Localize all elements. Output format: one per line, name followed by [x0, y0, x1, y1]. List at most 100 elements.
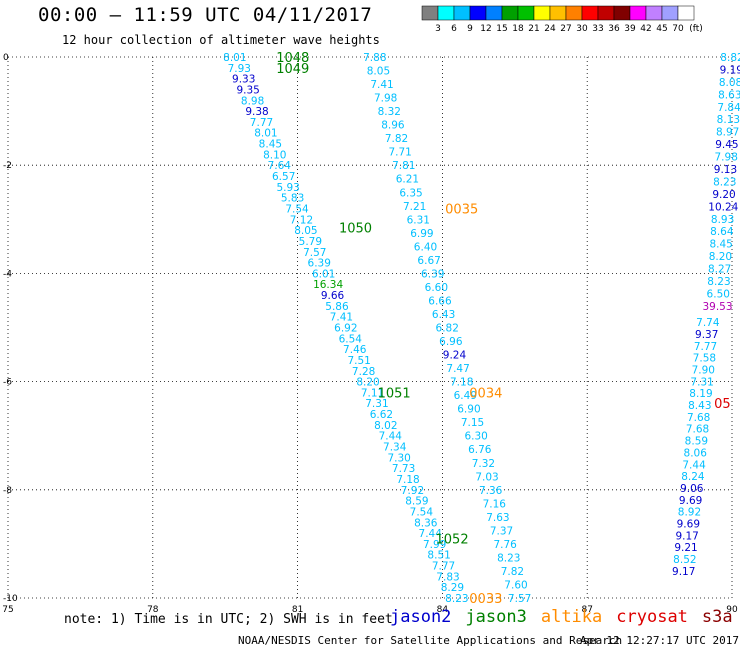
wave-height-value: 7.81: [392, 160, 415, 172]
wave-height-value: 6.30: [464, 431, 487, 443]
satellite-legend-altika: altika: [540, 607, 603, 627]
wave-height-value: 6.57: [272, 171, 295, 183]
wave-height-value: 7.15: [461, 417, 484, 429]
wave-height-value: 8.20: [356, 377, 379, 389]
color-scale-label: 42: [640, 24, 651, 34]
wave-height-value: 7.64: [268, 160, 292, 172]
wave-height-value: 8.01: [254, 128, 277, 140]
wave-height-value: 8.92: [678, 507, 701, 519]
wave-height-value: 8.97: [716, 127, 739, 139]
wave-height-value: 7.77: [250, 117, 273, 129]
satellite-legend: jason2 jason3 altika cryosat s3a: [390, 607, 740, 627]
x-tick-label: 75: [2, 605, 13, 615]
wave-height-value: 7.76: [493, 539, 517, 551]
wave-height-value: 6.60: [425, 282, 448, 294]
wave-height-value: 8.05: [294, 225, 317, 237]
wave-height-value: 9.35: [236, 84, 259, 96]
footer-credit: NOAA/NESDIS Center for Satellite Applica…: [238, 634, 623, 647]
wave-height-value: 8.82: [720, 52, 740, 64]
wave-height-value: 7.47: [446, 363, 469, 375]
color-scale-label: 30: [576, 24, 588, 34]
color-scale-label: 36: [608, 24, 620, 34]
wave-height-value: 8.23: [707, 276, 730, 288]
wave-height-value: 39.53: [702, 301, 732, 313]
wave-height-value: 6.76: [468, 444, 492, 456]
wave-height-value: 8.59: [685, 436, 708, 448]
wave-height-value: 7.18: [396, 474, 419, 486]
pass-number-label: 1051: [378, 386, 411, 401]
wave-height-value: 6.40: [414, 241, 437, 253]
wave-height-value: 7.68: [686, 424, 709, 436]
wave-height-value: 16.34: [313, 279, 343, 291]
x-tick-label: 81: [292, 605, 303, 615]
wave-height-value: 6.90: [457, 404, 480, 416]
wave-height-value: 7.99: [423, 539, 446, 551]
wave-height-value: 7.11: [361, 387, 384, 399]
x-tick-label: 78: [147, 605, 159, 615]
color-scale-label: 27: [560, 24, 571, 34]
wave-height-value: 8.98: [241, 95, 264, 107]
wave-height-value: 5.79: [299, 236, 322, 248]
wave-height-value: 6.35: [399, 187, 422, 199]
wave-height-value: 9.45: [715, 139, 738, 151]
wave-height-value: 7.54: [285, 203, 309, 215]
wave-height-value: 5.83: [281, 193, 304, 205]
wave-height-value: 7.77: [694, 341, 717, 353]
pass-number-label: 05: [714, 397, 731, 412]
pass-number-label: 0034: [469, 386, 502, 401]
wave-height-value: 6.92: [334, 323, 357, 335]
wave-height-value: 8.45: [259, 139, 282, 151]
wave-height-value: 8.32: [378, 106, 401, 118]
y-tick-label: -4: [3, 269, 12, 279]
wave-height-value: 8.19: [689, 388, 712, 400]
pass-number-label: 1052: [436, 532, 469, 547]
wave-height-value: 7.31: [690, 376, 713, 388]
wave-height-value: 10.24: [708, 201, 738, 213]
wave-height-value: 5.93: [276, 182, 299, 194]
wave-height-value: 9.20: [712, 189, 735, 201]
wave-height-value: 7.41: [370, 79, 393, 91]
wave-height-value: 8.13: [717, 114, 740, 126]
wave-height-value: 7.57: [508, 593, 531, 605]
wave-height-value: 9.33: [232, 74, 255, 86]
wave-height-value: 8.64: [710, 226, 734, 238]
satellite-legend-cryosat: cryosat: [616, 607, 688, 627]
wave-height-value: 8.27: [708, 264, 731, 276]
wave-height-value: 8.45: [709, 239, 732, 251]
footer-timestamp: Apr 12 12:27:17 UTC 2017: [580, 634, 739, 647]
wave-height-value: 7.73: [392, 463, 415, 475]
wave-height-value: 8.96: [381, 120, 405, 132]
wave-height-value: 8.08: [719, 77, 740, 89]
pass-number-label: 1049: [276, 62, 309, 77]
x-tick-label: 90: [726, 605, 738, 615]
wave-height-value: 6.62: [370, 409, 393, 421]
color-scale-label: 6: [451, 24, 457, 34]
wave-height-value: 6.49: [454, 390, 477, 402]
y-tick-label: 0: [3, 53, 9, 63]
y-tick-label: -8: [3, 486, 12, 496]
wave-height-value: 7.44: [419, 528, 443, 540]
wave-height-value: 8.63: [718, 89, 740, 101]
wave-height-value: 7.03: [475, 471, 498, 483]
y-tick-label: -10: [3, 594, 18, 604]
y-tick-label: -6: [3, 378, 12, 388]
wave-height-value: 8.43: [688, 400, 711, 412]
wave-height-value: 6.01: [312, 268, 335, 280]
color-scale-label: 12: [480, 24, 491, 34]
wave-height-value: 7.68: [687, 412, 710, 424]
wave-height-value: 7.54: [410, 506, 434, 518]
wave-height-value: 8.59: [405, 496, 428, 508]
wave-height-value: 8.51: [427, 550, 450, 562]
color-scale-label: 70: [672, 24, 684, 34]
x-tick-label: 84: [437, 605, 449, 615]
wave-height-value: 7.18: [450, 377, 473, 389]
color-scale-label: 39: [624, 24, 636, 34]
wave-height-value: 6.67: [417, 255, 440, 267]
wave-height-value: 7.46: [343, 344, 367, 356]
wave-height-value: 7.58: [693, 353, 716, 365]
wave-height-value: 6.31: [407, 214, 430, 226]
color-scale-label: 24: [544, 24, 556, 34]
color-scale-label: 15: [496, 24, 507, 34]
wave-height-value: 7.51: [347, 355, 370, 367]
